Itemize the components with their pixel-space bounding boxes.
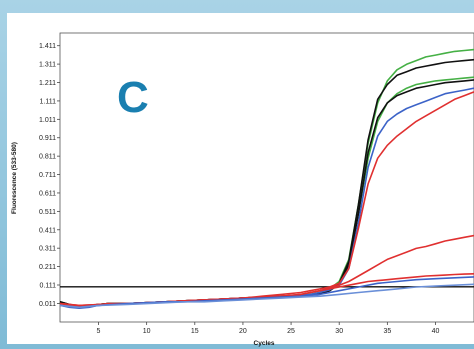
y-tick-label: 0.811 bbox=[39, 154, 56, 161]
y-tick-label: 0.111 bbox=[40, 283, 57, 290]
y-tick-label: 1.311 bbox=[39, 62, 56, 69]
x-tick-label: 20 bbox=[239, 328, 247, 335]
y-tick-label: 0.611 bbox=[39, 190, 56, 197]
y-tick-label: 0.911 bbox=[39, 135, 56, 142]
x-tick-label: 10 bbox=[143, 328, 151, 335]
plot-area bbox=[59, 32, 474, 323]
y-axis-title: Fluorescence (533-580) bbox=[11, 142, 18, 214]
series-line-9 bbox=[59, 276, 474, 309]
series-line-10 bbox=[59, 283, 474, 309]
y-tick-label: 1.111 bbox=[40, 98, 57, 105]
x-tick-label: 25 bbox=[287, 328, 295, 335]
x-tick-label: 35 bbox=[383, 328, 391, 335]
y-tick-label: 1.011 bbox=[39, 117, 56, 124]
y-tick-label: 1.211 bbox=[39, 80, 56, 87]
y-tick-label: 0.711 bbox=[39, 172, 56, 179]
y-tick-label: 0.511 bbox=[39, 209, 56, 216]
x-tick-label: 5 bbox=[97, 328, 101, 335]
x-tick-label: 40 bbox=[432, 328, 440, 335]
y-tick-label: 1.411 bbox=[39, 43, 56, 50]
x-tick-label: 15 bbox=[191, 328, 199, 335]
y-tick-label: 0.211 bbox=[39, 264, 56, 271]
x-tick-label: 30 bbox=[335, 328, 343, 335]
x-axis-title: Cycles bbox=[254, 340, 275, 347]
y-tick-label: 0.011 bbox=[39, 301, 56, 308]
panel-label: C bbox=[117, 73, 149, 122]
y-tick-label: 0.411 bbox=[39, 227, 56, 234]
y-tick-label: 0.311 bbox=[39, 246, 56, 253]
